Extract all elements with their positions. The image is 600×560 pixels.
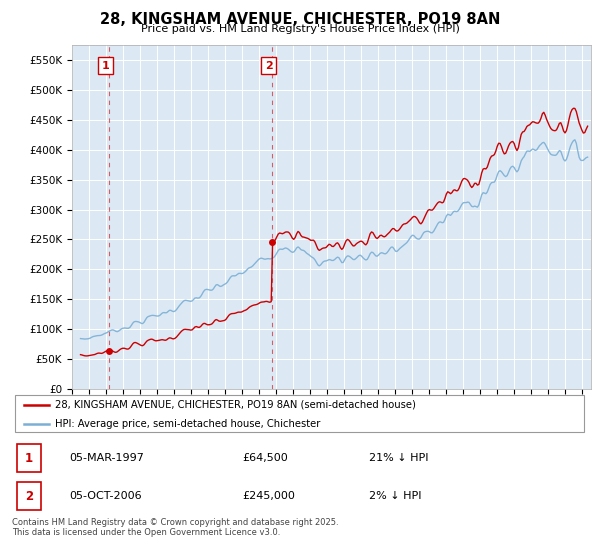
Text: 28, KINGSHAM AVENUE, CHICHESTER, PO19 8AN (semi-detached house): 28, KINGSHAM AVENUE, CHICHESTER, PO19 8A…: [55, 400, 416, 410]
FancyBboxPatch shape: [17, 445, 41, 473]
Text: 28, KINGSHAM AVENUE, CHICHESTER, PO19 8AN: 28, KINGSHAM AVENUE, CHICHESTER, PO19 8A…: [100, 12, 500, 27]
Text: 2: 2: [265, 61, 272, 71]
Text: 1: 1: [25, 452, 33, 465]
Text: 21% ↓ HPI: 21% ↓ HPI: [369, 454, 428, 464]
Text: £64,500: £64,500: [242, 454, 288, 464]
Text: 2% ↓ HPI: 2% ↓ HPI: [369, 491, 422, 501]
Text: Price paid vs. HM Land Registry's House Price Index (HPI): Price paid vs. HM Land Registry's House …: [140, 24, 460, 34]
Text: £245,000: £245,000: [242, 491, 295, 501]
Text: 05-OCT-2006: 05-OCT-2006: [70, 491, 142, 501]
Text: HPI: Average price, semi-detached house, Chichester: HPI: Average price, semi-detached house,…: [55, 418, 320, 428]
Text: 1: 1: [101, 61, 109, 71]
Text: 05-MAR-1997: 05-MAR-1997: [70, 454, 145, 464]
FancyBboxPatch shape: [17, 482, 41, 510]
Text: 2: 2: [25, 489, 33, 503]
FancyBboxPatch shape: [15, 395, 584, 432]
Text: Contains HM Land Registry data © Crown copyright and database right 2025.
This d: Contains HM Land Registry data © Crown c…: [12, 518, 338, 538]
